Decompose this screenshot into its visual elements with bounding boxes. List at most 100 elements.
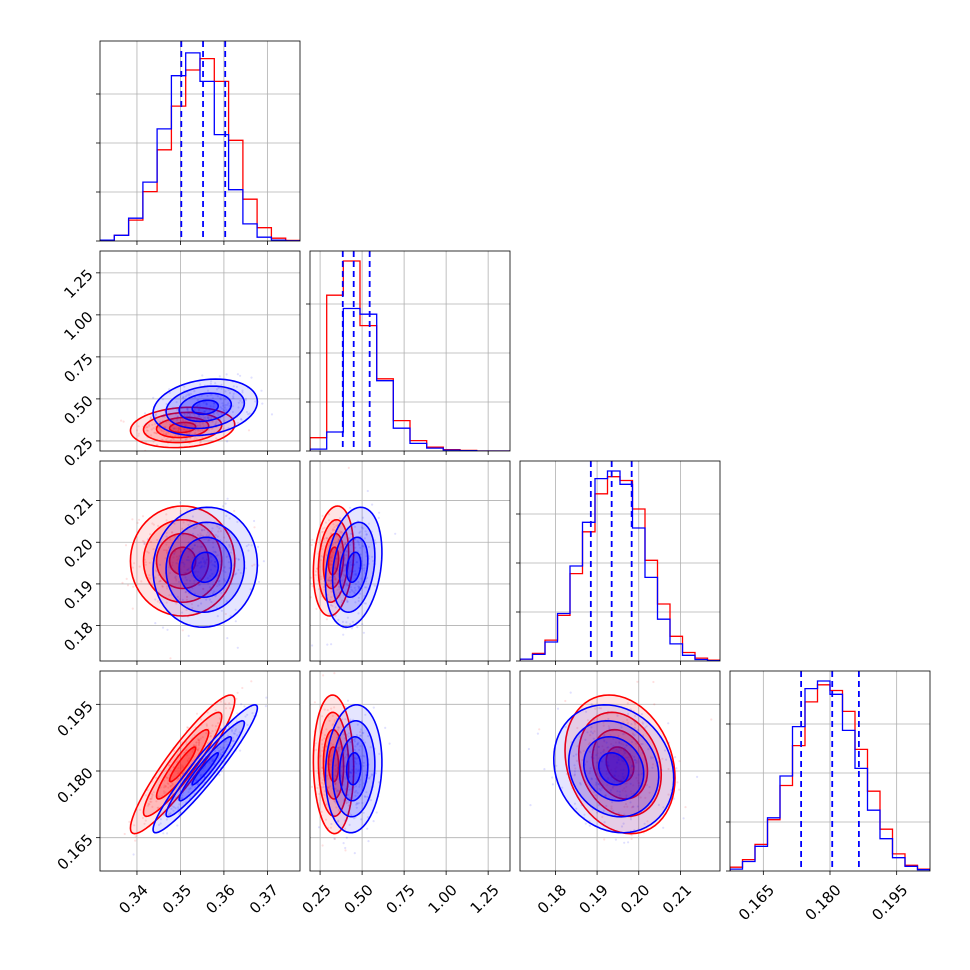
scatter-point <box>591 808 594 811</box>
x-tick-label: 0.50 <box>341 881 377 917</box>
scatter-point <box>331 554 334 557</box>
scatter-point <box>373 584 376 587</box>
scatter-point <box>234 608 237 611</box>
scatter-point <box>225 540 228 544</box>
scatter-point <box>624 790 627 793</box>
scatter-point <box>575 753 578 756</box>
scatter-point <box>355 806 358 809</box>
scatter-point <box>189 566 192 569</box>
scatter-point <box>218 583 221 587</box>
scatter-point <box>335 557 338 560</box>
scatter-point <box>233 562 236 565</box>
density-contour <box>191 751 220 786</box>
scatter-point <box>195 437 198 440</box>
scatter-point <box>144 423 147 426</box>
scatter-point <box>359 583 362 586</box>
scatter-point <box>158 601 161 604</box>
scatter-point <box>337 750 340 753</box>
scatter-point <box>590 730 593 733</box>
grid-lines <box>310 251 510 451</box>
scatter-point <box>613 775 616 778</box>
density-fill <box>339 537 368 598</box>
scatter-point <box>633 734 636 737</box>
scatter-point <box>345 582 348 585</box>
scatter-point <box>620 779 623 782</box>
scatter-point <box>220 748 223 751</box>
scatter-point <box>348 576 351 579</box>
scatter-point <box>261 402 264 405</box>
scatter-point <box>149 533 152 536</box>
scatter-point <box>201 406 205 409</box>
scatter-point <box>329 579 332 582</box>
scatter-point <box>374 542 377 545</box>
scatter-point <box>192 743 196 747</box>
scatter-point <box>199 577 202 580</box>
scatter-point <box>148 803 151 806</box>
scatter-point <box>334 770 337 773</box>
scatter-point <box>333 577 336 580</box>
scatter-point <box>151 795 154 798</box>
scatter-point <box>208 586 211 589</box>
panel-frame <box>99 40 301 242</box>
scatter-point <box>348 740 352 744</box>
scatter-point <box>313 701 316 704</box>
scatter-point <box>394 532 397 535</box>
scatter-point <box>596 761 599 764</box>
scatter-point <box>236 421 239 424</box>
scatter-point <box>177 519 180 522</box>
scatter-point <box>632 770 635 773</box>
scatter-point <box>126 584 130 587</box>
scatter-point <box>176 407 179 410</box>
scatter-point <box>206 389 210 392</box>
scatter-point <box>593 797 597 800</box>
scatter-point <box>214 595 217 598</box>
scatter-point <box>614 770 617 773</box>
scatter-point <box>141 539 144 543</box>
scatter-point <box>334 782 337 785</box>
scatter-point <box>602 809 605 813</box>
scatter-point <box>626 805 629 808</box>
scatter-point <box>333 529 336 532</box>
scatter-point <box>606 746 609 749</box>
scatter-point <box>354 745 357 748</box>
scatter-point <box>621 775 624 778</box>
scatter-point <box>625 744 628 747</box>
scatter-point <box>251 564 254 567</box>
scatter-point <box>572 754 575 758</box>
scatter-point <box>219 752 222 755</box>
scatter-point <box>343 800 346 803</box>
scatter-point <box>325 745 328 748</box>
scatter-point <box>223 740 226 743</box>
scatter-point <box>359 553 362 556</box>
scatter-point <box>351 620 354 624</box>
scatter-point <box>321 844 324 847</box>
scatter-point <box>198 405 202 408</box>
scatter-point <box>634 759 637 762</box>
scatter-point <box>198 441 202 444</box>
scatter-point <box>607 778 610 781</box>
scatter-point <box>187 541 190 544</box>
scatter-point <box>165 543 168 546</box>
scatter-point <box>196 574 199 578</box>
scatter-point <box>337 582 340 585</box>
scatter-point <box>171 418 174 422</box>
panel-background <box>100 251 300 451</box>
scatter-point <box>174 576 177 579</box>
scatter-point <box>234 729 237 733</box>
scatter-point <box>173 552 176 555</box>
scatter-point <box>594 707 597 710</box>
scatter-point <box>339 551 342 554</box>
scatter-point <box>165 776 168 779</box>
scatter-point <box>221 505 225 508</box>
density-contour <box>591 728 649 800</box>
scatter-point <box>603 733 606 737</box>
scatter-point <box>602 721 605 724</box>
scatter-point <box>623 752 626 755</box>
scatter-point <box>331 724 334 727</box>
scatter-point <box>591 732 594 735</box>
scatter-point <box>209 561 212 564</box>
scatter-point <box>205 732 208 735</box>
scatter-point <box>590 777 593 780</box>
scatter-point <box>357 612 360 615</box>
